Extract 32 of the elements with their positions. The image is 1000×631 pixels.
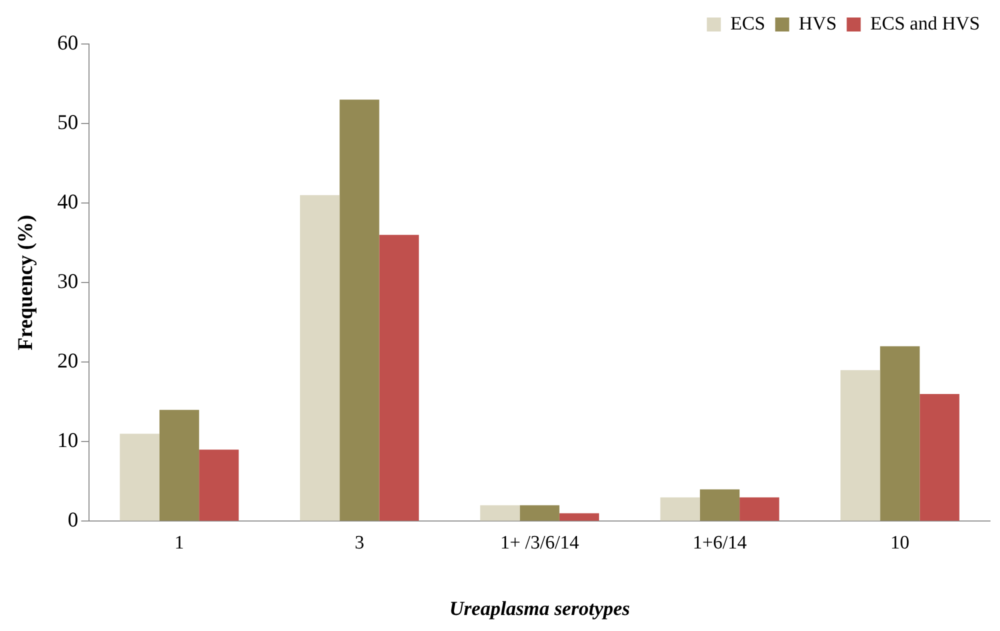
y-tick-label: 60: [57, 30, 78, 55]
bar: [379, 234, 419, 521]
x-tick-label: 1+ /3/6/14: [500, 532, 580, 554]
bar: [880, 346, 920, 521]
bar: [700, 489, 740, 521]
bar: [159, 410, 200, 521]
x-tick-label: 1: [174, 532, 184, 554]
legend-label: ECS: [730, 13, 766, 34]
x-tick-label: 1+6/14: [692, 532, 748, 554]
y-axis-title: Frequency (%): [13, 214, 38, 350]
x-axis-title: Ureaplasma serotypes: [449, 598, 630, 620]
bar: [340, 100, 380, 521]
x-tick-label: 10: [890, 532, 910, 554]
y-tick-label: 30: [57, 269, 78, 294]
bar: [920, 394, 960, 521]
bar: [520, 505, 560, 521]
bar: [120, 434, 160, 521]
y-tick-label: 50: [57, 110, 78, 134]
legend-label: HVS: [798, 13, 837, 34]
legend-label: ECS and HVS: [870, 13, 980, 34]
bar: [740, 497, 780, 521]
bar: [559, 513, 600, 521]
bar: [660, 497, 700, 521]
x-tick-label: 3: [354, 532, 364, 554]
bar: [840, 370, 880, 521]
y-tick-label: 40: [57, 190, 78, 214]
bar: [300, 195, 340, 521]
y-tick-label: 10: [57, 428, 78, 452]
bar: [199, 450, 239, 521]
y-tick-label: 20: [57, 348, 78, 373]
y-tick-label: 0: [68, 508, 78, 532]
bar: [480, 505, 520, 521]
